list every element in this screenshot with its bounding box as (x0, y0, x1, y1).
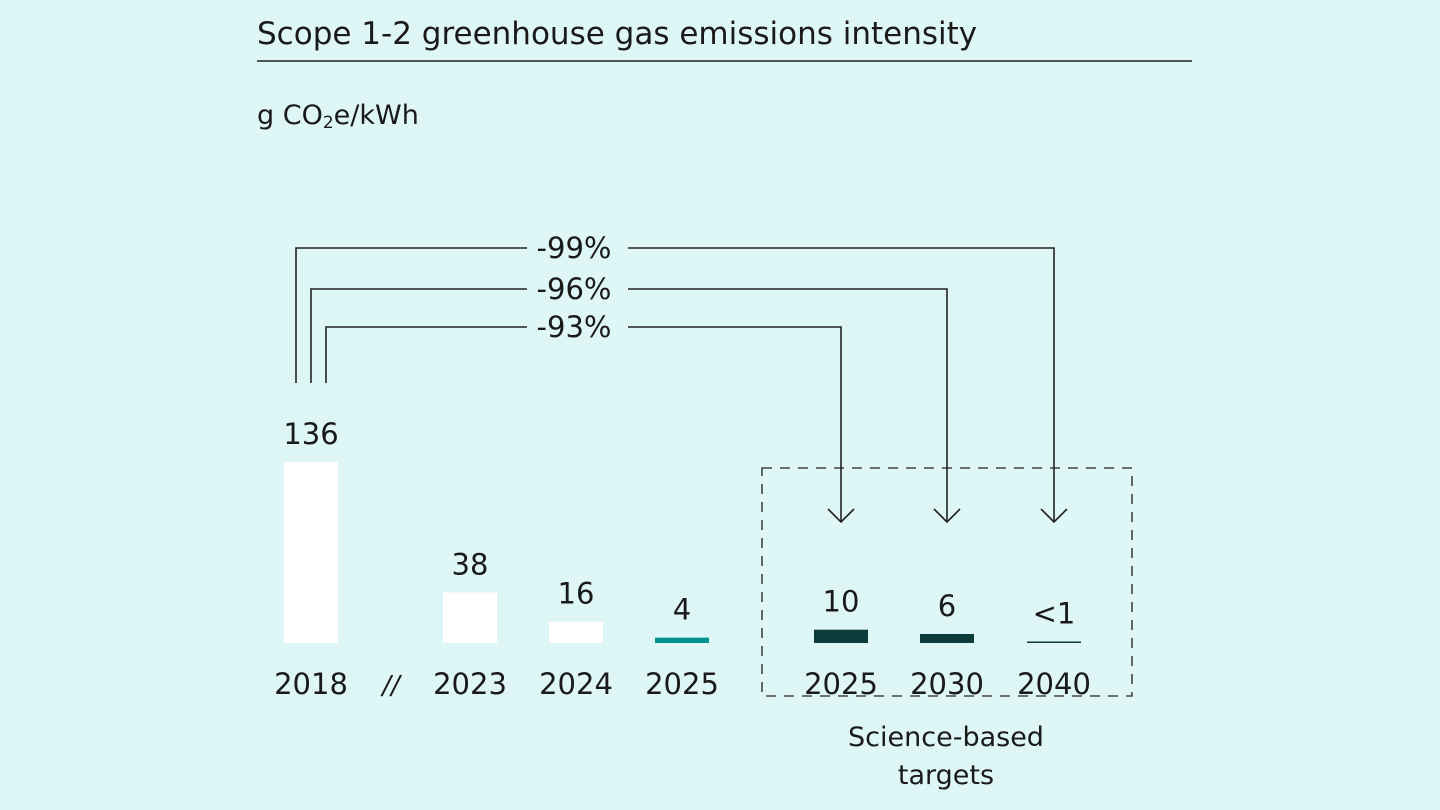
bar-2025-actual-latest (655, 637, 709, 643)
bar-2018-actual (284, 462, 338, 643)
bar-value-label: 16 (558, 577, 595, 611)
bar-value-label: 4 (673, 593, 691, 627)
chart-title: Scope 1-2 greenhouse gas emissions inten… (257, 16, 977, 52)
reduction-line-left (310, 288, 527, 383)
reduction-arrow (628, 326, 842, 522)
year-label: 2030 (910, 667, 984, 701)
year-label: 2025 (645, 667, 719, 701)
bar-2024-actual (549, 621, 603, 643)
reduction-label: -93% (537, 310, 612, 344)
year-label: 2018 (274, 667, 348, 701)
arrow-head (1040, 508, 1068, 524)
reduction-line-left (295, 247, 527, 383)
bar-value-label: 10 (823, 585, 860, 619)
arrow-head (827, 508, 855, 524)
bar-value-label: 38 (452, 547, 489, 581)
target-group-label-line1: Science-based (848, 722, 1044, 753)
bar-2030-target (920, 634, 974, 643)
bar-2040-target (1027, 641, 1081, 643)
reduction-arrow (628, 247, 1055, 522)
target-group-label-line2: targets (898, 760, 994, 791)
arrow-head (933, 508, 961, 524)
unit-label: g CO2e/kWh (257, 100, 419, 133)
reduction-line-left (325, 326, 527, 383)
year-label: 2025 (804, 667, 878, 701)
bar-value-label: 136 (283, 417, 338, 451)
year-label: 2040 (1017, 667, 1091, 701)
year-label: 2024 (539, 667, 613, 701)
reduction-arrow (628, 288, 948, 522)
axis-break-label: // (380, 671, 403, 701)
reduction-label: -96% (537, 272, 612, 306)
bar-value-label: 6 (938, 589, 956, 623)
bar-2025-target (814, 629, 868, 643)
reduction-label: -99% (537, 231, 612, 265)
bar-2023-actual (443, 592, 497, 643)
bar-value-label: <1 (1033, 597, 1076, 631)
year-label: 2023 (433, 667, 507, 701)
